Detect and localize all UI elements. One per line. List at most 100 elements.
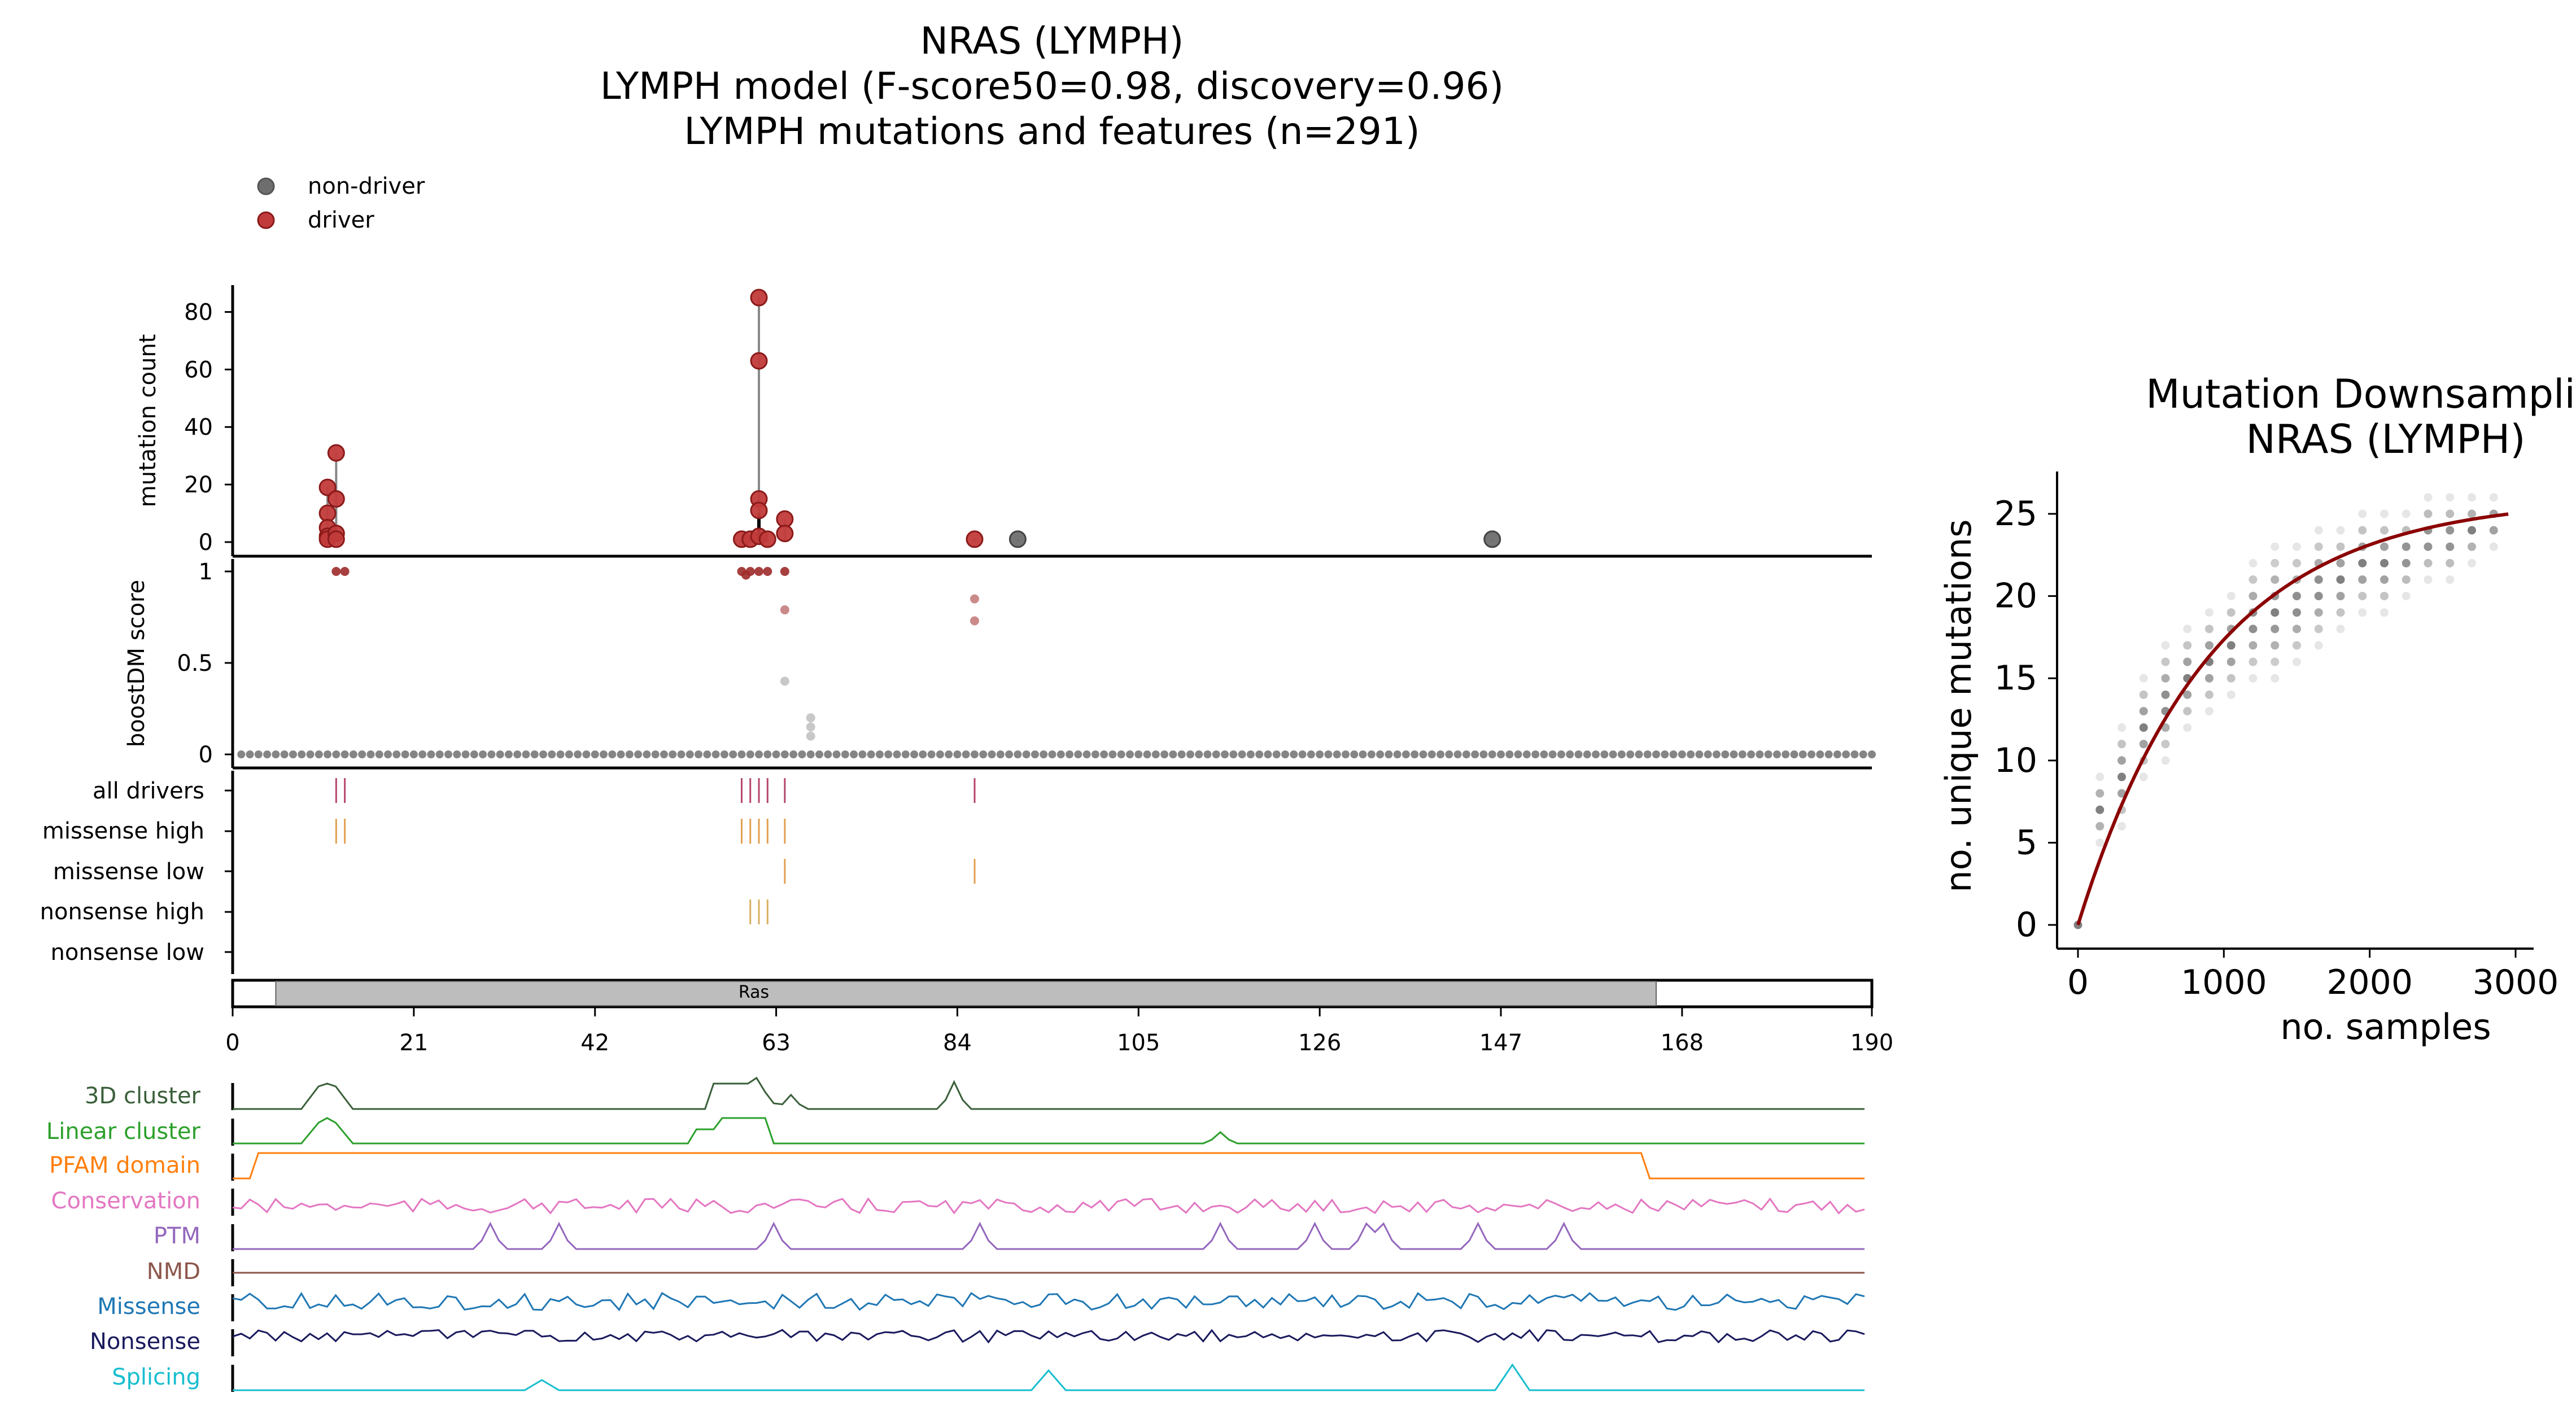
downsampling-point — [2226, 690, 2236, 699]
boostdm-score-point — [703, 750, 711, 758]
boostdm-score-point — [1445, 750, 1453, 758]
downsampling-point — [2358, 526, 2367, 535]
boostdm-score-point — [746, 750, 754, 758]
downsampling-point — [2161, 740, 2170, 749]
boostdm-score-point — [1022, 750, 1031, 758]
downsampling-point — [2183, 690, 2192, 699]
legend-marker-non-driver — [257, 177, 275, 195]
feature-track-line — [232, 1197, 1865, 1215]
downsampling-point — [2314, 625, 2323, 634]
boostdm-score-point — [246, 750, 254, 758]
boostdm-score-point — [1868, 750, 1876, 758]
boostdm-score-point — [772, 750, 780, 758]
boostdm-score-point — [1782, 750, 1790, 758]
downsampling-y-axis-label: no. unique mutations — [1938, 519, 1979, 893]
downsampling-point — [2314, 608, 2323, 617]
legend-marker-driver — [257, 211, 275, 229]
boostdm-score-point — [1617, 750, 1626, 758]
driver-mutation-point — [776, 510, 794, 528]
downsampling-point — [2380, 558, 2389, 567]
boostdm-score-point — [487, 750, 496, 758]
boostdm-score-point — [1522, 750, 1531, 758]
downsampling-point — [2314, 526, 2323, 535]
domain-x-tick-label: 126 — [1298, 1030, 1341, 1056]
downsampling-x-tick-label: 3000 — [2473, 963, 2559, 1002]
boostdm-score-point — [1246, 750, 1255, 758]
boostdm-score-point — [1401, 750, 1410, 758]
boostdm-score-point — [574, 750, 582, 758]
boostdm-score-point — [1505, 750, 1514, 758]
boostdm-score-point — [729, 750, 737, 758]
boostdm-score-point — [556, 750, 565, 758]
boostdm-score-point — [1117, 750, 1125, 758]
downsampling-point — [2336, 575, 2345, 584]
boostdm-score-point — [1453, 750, 1462, 758]
boostdm-score-point — [643, 750, 651, 758]
downsampling-point — [2380, 526, 2389, 535]
downsampling-point — [2183, 706, 2192, 715]
boostdm-score-point — [634, 750, 643, 758]
downsampling-point — [2402, 542, 2411, 551]
track-label-missense-high: missense high — [42, 818, 204, 844]
downsampling-point — [2468, 558, 2476, 567]
boostdm-score-point — [832, 750, 841, 758]
boostdm-score-point — [1609, 750, 1617, 758]
boostdm-driver-point — [763, 567, 772, 576]
boostdm-score-point — [1816, 750, 1824, 758]
boostdm-score-point — [1600, 750, 1609, 758]
boostdm-score-point — [1497, 750, 1505, 758]
boostdm-driver-point — [970, 594, 979, 604]
boostdm-score-point — [927, 750, 936, 758]
downsampling-point — [2402, 558, 2411, 567]
chart-title-line1: NRAS (LYMPH) — [920, 19, 1184, 63]
downsampling-point — [2139, 706, 2148, 715]
downsampling-point — [2424, 493, 2433, 502]
downsampling-point — [2380, 608, 2389, 617]
boostdm-score-point — [1376, 750, 1385, 758]
downsampling-point — [2468, 509, 2476, 518]
boostdm-score-point — [1747, 750, 1756, 758]
boostdm-score-point — [988, 750, 996, 758]
downsampling-point — [2095, 789, 2105, 798]
downsampling-point — [2380, 509, 2389, 518]
downsampling-point — [2380, 542, 2389, 551]
downsampling-point — [2117, 789, 2126, 798]
boostdm-score-point — [1040, 750, 1048, 758]
boostdm-score-point — [1385, 750, 1393, 758]
boostdm-score-point — [324, 750, 332, 758]
boostdm-score-point — [1833, 750, 1841, 758]
boostdm-score-point — [599, 750, 608, 758]
boostdm-score-point — [366, 750, 375, 758]
boostdm-score-point — [1298, 750, 1307, 758]
downsampling-point — [2248, 575, 2258, 584]
downsampling-point — [2226, 657, 2236, 666]
feature-label-ptm: PTM — [154, 1223, 200, 1249]
boostdm-score-point — [280, 750, 289, 758]
boostdm-score-point — [996, 750, 1005, 758]
boostdm-score-point — [1471, 750, 1479, 758]
downsampling-point — [2336, 592, 2345, 601]
downsampling-point — [2161, 690, 2170, 699]
mutation-count-y-tick-label: 80 — [184, 299, 213, 325]
downsampling-title-line2: NRAS (LYMPH) — [2246, 416, 2525, 462]
downsampling-point — [2248, 657, 2258, 666]
downsampling-point — [2358, 592, 2367, 601]
mutation-count-axis-label: mutation count — [135, 334, 161, 508]
boostdm-score-point — [1100, 750, 1108, 758]
boostdm-score-point — [1721, 750, 1730, 758]
domain-x-tick-label: 105 — [1117, 1030, 1160, 1056]
driver-mutation-point — [776, 525, 794, 543]
boostdm-score-point — [625, 750, 634, 758]
boostdm-driver-point — [754, 567, 764, 576]
boostdm-score-point — [1514, 750, 1522, 758]
boostdm-driver-point — [780, 605, 789, 615]
boostdm-driver-point — [331, 567, 341, 576]
boostdm-score-point — [1229, 750, 1238, 758]
boostdm-score-point — [1290, 750, 1298, 758]
downsampling-point — [2271, 641, 2280, 650]
boostdm-score-point — [1091, 750, 1099, 758]
feature-track-line — [233, 1363, 1865, 1391]
chart-title-line2: LYMPH model (F-score50=0.98, discovery=0… — [600, 64, 1504, 108]
downsampling-point — [2183, 723, 2192, 732]
